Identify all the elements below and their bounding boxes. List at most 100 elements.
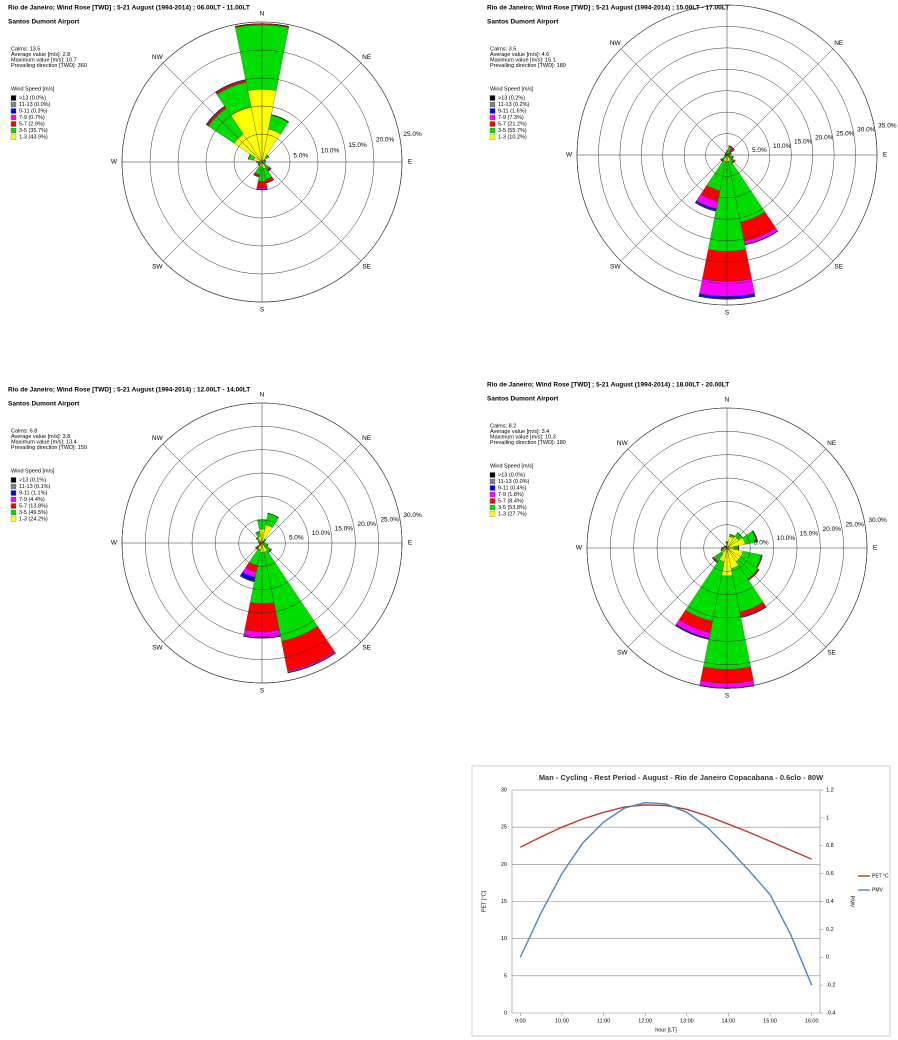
x-tick-label: 13:00: [680, 1018, 694, 1024]
ring-label: 5.0%: [752, 147, 767, 154]
direction-label: SE: [362, 263, 371, 270]
ring-label: 20.0%: [376, 137, 395, 144]
wind-segment: [720, 159, 723, 162]
ring-label: 30.0%: [403, 512, 422, 519]
ring-label: 10.0%: [312, 530, 331, 537]
y2-tick-label: 1.2: [826, 787, 834, 793]
legend-label: 9-11 (1.6%): [498, 108, 526, 114]
legend-label: 5-7 (8.4%): [498, 498, 524, 504]
ring-label: 25.0%: [836, 131, 855, 138]
legend-label: 3-5 (49.5%): [19, 510, 48, 516]
y2-tick-label: 0.6: [826, 871, 834, 877]
direction-label: NE: [362, 435, 372, 442]
direction-label: NE: [362, 54, 372, 61]
stat-line: Average value [m/s]: 2.8: [11, 52, 70, 58]
legend-swatch: [10, 477, 17, 483]
chart-subtitle: Santos Dumont Airport: [487, 19, 559, 26]
y2-tick-label: 0.4: [826, 899, 834, 905]
direction-label: N: [260, 392, 265, 399]
direction-label: N: [260, 11, 265, 18]
series-line: [520, 804, 812, 860]
legend-label: 1-3 (43.9%): [19, 134, 48, 140]
series-line: [519, 801, 813, 986]
spoke: [162, 62, 263, 163]
direction-label: NW: [617, 440, 629, 447]
legend-label: 5-7 (13.8%): [19, 503, 48, 509]
y-tick-label: 30: [501, 787, 507, 793]
legend-label: 1-3 (24.2%): [19, 516, 48, 522]
direction-label: SE: [362, 644, 371, 651]
chart-subtitle: Santos Dumont Airport: [487, 396, 559, 403]
ring-label: 25.0%: [403, 131, 422, 138]
stat-line: Maximum value [m/s]: 10.7: [11, 57, 77, 63]
legend-swatch: [10, 95, 17, 101]
stat-line: Maximum value [m/s]: 13.4: [11, 439, 77, 445]
wind-segment: [253, 174, 260, 177]
direction-label: W: [111, 540, 118, 547]
y2-tick-label: 1: [826, 815, 829, 821]
direction-label: E: [883, 152, 888, 159]
legend-title: Wind Speed [m/s]: [490, 86, 534, 92]
legend-label: 11-13 (0.1%): [19, 484, 51, 490]
legend-swatch: [489, 472, 496, 478]
ring-label: 35.0%: [878, 122, 897, 129]
ring-label: 25.0%: [845, 522, 864, 529]
spoke: [162, 542, 263, 643]
legend-swatch: [10, 108, 17, 114]
legend-swatch: [489, 95, 496, 101]
chart-title: Rio de Janeiro; Wind Rose [TWD] ; 5-21 A…: [487, 5, 729, 12]
wind-rose: Rio de Janeiro; Wind Rose [TWD] ; 5-21 A…: [487, 382, 887, 700]
direction-label: SW: [152, 644, 163, 651]
direction-label: W: [566, 152, 573, 159]
wind-segment: [255, 547, 258, 550]
direction-label: S: [260, 307, 265, 314]
stat-line: Maximum value [m/s]: 10.3: [490, 434, 556, 440]
y2-tick-label: -0.4: [826, 1010, 835, 1016]
legend-label: 1-3 (10.2%): [498, 134, 527, 140]
wind-segment: [731, 147, 735, 151]
direction-label: NW: [152, 54, 164, 61]
legend-swatch: [489, 504, 496, 511]
ring-label: 20.0%: [815, 135, 834, 142]
legend-label: 9-11 (0.3%): [19, 108, 47, 114]
stat-line: Prevailing direction [TWD]: 150: [11, 445, 87, 451]
legend-swatch: [489, 127, 496, 134]
wind-segment: [694, 202, 717, 212]
y2-tick-label: -0.2: [826, 983, 835, 989]
x-axis-label: hour [LT]: [655, 1027, 677, 1033]
y-tick-label: 0: [504, 1010, 507, 1016]
x-tick-label: 15:00: [763, 1018, 777, 1024]
wind-segment: [255, 531, 261, 538]
stat-line: Prevailing direction [TWD]: 180: [490, 63, 566, 69]
legend-swatch: [489, 108, 496, 114]
direction-label: E: [408, 540, 413, 547]
direction-label: SE: [827, 649, 836, 656]
x-tick-label: 16:00: [805, 1018, 819, 1024]
ring-label: 15.0%: [348, 142, 367, 149]
direction-label: N: [725, 0, 730, 1]
x-tick-label: 9:00: [515, 1018, 526, 1024]
legend-label: 1-3 (27.7%): [498, 511, 527, 517]
legend-title: Wind Speed [m/s]: [490, 463, 534, 469]
spoke: [627, 547, 728, 648]
legend-swatch: [489, 485, 496, 491]
y-tick-label: 10: [501, 936, 507, 942]
legend-title: Wind Speed [m/s]: [11, 468, 55, 474]
legend-swatch: [10, 134, 17, 140]
x-tick-label: 11:00: [597, 1018, 610, 1024]
ring-label: 25.0%: [380, 517, 399, 524]
spoke: [627, 448, 728, 549]
x-tick-label: 14:00: [722, 1018, 736, 1024]
ring-label: 5.0%: [289, 535, 304, 542]
legend-label: >13 (0.0%): [19, 95, 46, 101]
direction-label: NE: [834, 40, 844, 47]
spoke: [726, 547, 827, 648]
legend-swatch: [10, 483, 17, 490]
legend-swatch: [10, 114, 17, 121]
legend-swatch: [10, 127, 17, 134]
spoke: [620, 48, 728, 156]
legend-label: 9-11 (0.4%): [498, 485, 526, 491]
direction-label: W: [111, 159, 118, 166]
direction-label: E: [408, 159, 413, 166]
legend-label: 5-7 (2.9%): [19, 121, 45, 127]
